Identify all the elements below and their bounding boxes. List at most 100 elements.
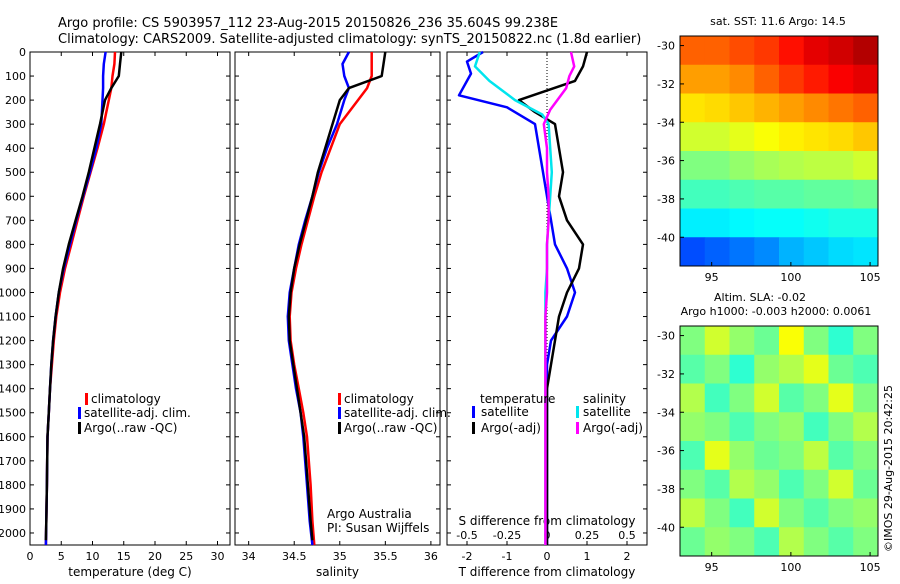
x-tick-label: 30 bbox=[211, 550, 225, 563]
legend-temperature-title: temperature bbox=[480, 392, 555, 406]
heatmap-cell bbox=[803, 93, 829, 123]
heatmap-cell bbox=[853, 383, 879, 413]
heatmap-cell bbox=[729, 354, 755, 384]
heatmap-cell bbox=[803, 64, 829, 94]
heatmap-cell bbox=[779, 412, 805, 442]
x-tick-label: 100 bbox=[780, 561, 801, 574]
heatmap-cell bbox=[779, 208, 805, 238]
heatmap-cell bbox=[754, 93, 780, 123]
heatmap-cell bbox=[803, 354, 829, 384]
heatmap-cell bbox=[680, 441, 706, 471]
heatmap-cell bbox=[779, 122, 805, 152]
legend-temp-satellite-label: satellite bbox=[481, 405, 529, 419]
heatmap-cell bbox=[704, 64, 730, 94]
heatmap-cell bbox=[754, 64, 780, 94]
heatmap-cell bbox=[828, 527, 854, 557]
series-line bbox=[542, 51, 576, 545]
legend-climatology-label: climatology bbox=[344, 392, 414, 406]
legend-temp-argo-swatch bbox=[472, 422, 475, 434]
y-tick-label: 100 bbox=[5, 70, 26, 83]
legend-satellite-label: satellite-adj. clim. bbox=[84, 406, 191, 420]
heatmap-cell bbox=[828, 93, 854, 123]
x-tick-label: 35 bbox=[333, 550, 347, 563]
heatmap-cell bbox=[680, 412, 706, 442]
heatmap-cell bbox=[754, 412, 780, 442]
x-tick-label: 2 bbox=[624, 550, 631, 563]
x-tick-label: 100 bbox=[780, 271, 801, 284]
y-tick-label: -36 bbox=[657, 445, 675, 458]
x-tick-label: 95 bbox=[705, 561, 719, 574]
heatmap-cell bbox=[779, 237, 805, 267]
y-tick-label: 700 bbox=[5, 214, 26, 227]
heatmap-cell bbox=[853, 122, 879, 152]
legend-climatology-swatch bbox=[85, 393, 88, 405]
y-tick-label: -38 bbox=[657, 193, 675, 206]
heatmap-cell bbox=[680, 93, 706, 123]
x-axis-label: temperature (deg C) bbox=[68, 565, 191, 579]
heatmap-cell bbox=[828, 498, 854, 528]
heatmap-cell bbox=[779, 354, 805, 384]
heatmap-cell bbox=[704, 237, 730, 267]
heatmap-cell bbox=[803, 412, 829, 442]
x-axis-label: T difference from climatology bbox=[458, 565, 636, 579]
y-tick-label: -34 bbox=[657, 406, 675, 419]
heatmap-cell bbox=[680, 383, 706, 413]
heatmap-cell bbox=[828, 36, 854, 66]
series-line bbox=[44, 51, 123, 541]
heatmap-cell bbox=[853, 151, 879, 181]
legend-satellite-swatch bbox=[78, 407, 81, 419]
heatmap-cell bbox=[803, 326, 829, 356]
heatmap-cell bbox=[729, 36, 755, 66]
heatmap-cell bbox=[680, 36, 706, 66]
heatmap-cell bbox=[680, 498, 706, 528]
heatmap-cell bbox=[754, 527, 780, 557]
top-tick-label: -0.5 bbox=[456, 529, 477, 542]
legend-salinity-title: salinity bbox=[583, 392, 626, 406]
heatmap-cell bbox=[828, 64, 854, 94]
heatmap-cell bbox=[853, 469, 879, 499]
y-tick-label: -40 bbox=[657, 521, 675, 534]
y-tick-label: 1000 bbox=[0, 286, 26, 299]
heatmap-cell bbox=[704, 36, 730, 66]
salinity-panel: 34 34.5 35 35.5 36 salinity bbox=[234, 51, 441, 579]
sla-map-title2: Argo h1000: -0.003 h2000: 0.0061 bbox=[681, 305, 872, 318]
y-tick-label: 1600 bbox=[0, 431, 26, 444]
x-tick-label: 105 bbox=[860, 271, 881, 284]
heatmap-cell bbox=[729, 383, 755, 413]
y-tick-label: 2000 bbox=[0, 527, 26, 540]
heatmap-cell bbox=[803, 237, 829, 267]
heatmap-cell bbox=[828, 208, 854, 238]
heatmap-cell bbox=[754, 383, 780, 413]
y-tick-label: -32 bbox=[657, 368, 675, 381]
y-tick-label: -40 bbox=[657, 231, 675, 244]
heatmap-cell bbox=[729, 237, 755, 267]
heatmap-cell bbox=[803, 441, 829, 471]
x-tick-label: 20 bbox=[148, 550, 162, 563]
x-tick-label: 0 bbox=[27, 550, 34, 563]
heatmap-cell bbox=[704, 498, 730, 528]
y-tick-label: 800 bbox=[5, 238, 26, 251]
x-axis-label: salinity bbox=[316, 565, 359, 579]
map-frame bbox=[679, 35, 879, 267]
heatmap-cell bbox=[828, 326, 854, 356]
heatmap-cell bbox=[729, 498, 755, 528]
y-tick-label: 900 bbox=[5, 262, 26, 275]
heatmap-cell bbox=[704, 151, 730, 181]
heatmap-cell bbox=[754, 498, 780, 528]
heatmap-cell bbox=[754, 441, 780, 471]
heatmap-cell bbox=[729, 93, 755, 123]
y-tick-label: -34 bbox=[657, 116, 675, 129]
heatmap-cell bbox=[853, 412, 879, 442]
y-tick-label: -30 bbox=[657, 40, 675, 53]
map-frame bbox=[679, 325, 879, 557]
series-line bbox=[44, 51, 107, 546]
heatmap-cell bbox=[779, 326, 805, 356]
heatmap-cell bbox=[729, 179, 755, 209]
legend-argo-label: Argo(..raw -QC) bbox=[84, 421, 177, 435]
heatmap-cell bbox=[729, 469, 755, 499]
y-tick-label: 1900 bbox=[0, 503, 26, 516]
salinity-legend: climatology satellite-adj. clim. Argo(..… bbox=[327, 392, 451, 535]
heatmap-cell bbox=[828, 412, 854, 442]
heatmap-cell bbox=[779, 93, 805, 123]
